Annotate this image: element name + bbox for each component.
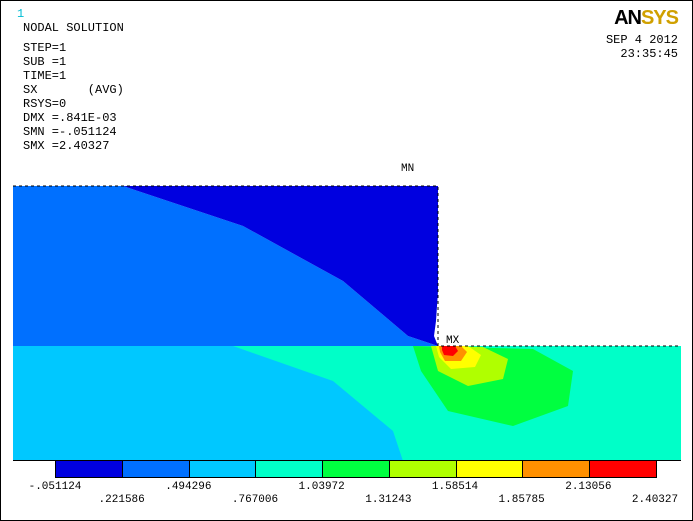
- legend-tick: 2.40327: [632, 494, 678, 506]
- date-stamp: SEP 4 2012: [606, 33, 678, 47]
- legend-tick: 2.13056: [565, 481, 611, 493]
- legend-cell: [256, 461, 323, 477]
- solution-title: NODAL SOLUTION: [23, 21, 124, 35]
- legend-tick: 1.31243: [365, 494, 411, 506]
- legend-bar: [55, 460, 657, 478]
- legend-cell: [56, 461, 123, 477]
- mx-label: MX: [446, 335, 459, 347]
- contour-plot: [13, 171, 681, 461]
- ansys-logo: ANSYS: [614, 7, 678, 30]
- legend-cell: [123, 461, 190, 477]
- legend-cell: [457, 461, 524, 477]
- legend-cell: [323, 461, 390, 477]
- legend-tick: 1.03972: [299, 481, 345, 493]
- hdr-sx: SX (AVG): [23, 83, 124, 97]
- color-legend: -.051124 .221586 .494296 .767006 1.03972 1.31…: [19, 460, 675, 510]
- plot-index: 1: [17, 7, 24, 21]
- logo-part-sys: SYS: [641, 7, 678, 29]
- hdr-dmx: DMX =.841E-03: [23, 111, 117, 125]
- time-stamp: 23:35:45: [620, 47, 678, 61]
- legend-tick: 1.58514: [432, 481, 478, 493]
- legend-ticks: -.051124 .221586 .494296 .767006 1.03972 1.31…: [19, 478, 675, 510]
- legend-cell: [523, 461, 590, 477]
- mn-label: MN: [401, 163, 414, 175]
- legend-tick: .494296: [165, 481, 211, 493]
- hdr-time: TIME=1: [23, 69, 66, 83]
- hdr-smn: SMN =-.051124: [23, 125, 117, 139]
- legend-tick: .767006: [232, 494, 278, 506]
- hdr-rsys: RSYS=0: [23, 97, 66, 111]
- legend-tick: .221586: [99, 494, 145, 506]
- legend-tick: -.051124: [29, 481, 82, 493]
- hdr-smx: SMX =2.40327: [23, 139, 109, 153]
- hdr-sub: SUB =1: [23, 55, 66, 69]
- hdr-step: STEP=1: [23, 41, 66, 55]
- legend-cell: [390, 461, 457, 477]
- legend-tick: 1.85785: [499, 494, 545, 506]
- logo-part-an: AN: [614, 7, 641, 29]
- legend-cell: [190, 461, 257, 477]
- legend-cell: [590, 461, 656, 477]
